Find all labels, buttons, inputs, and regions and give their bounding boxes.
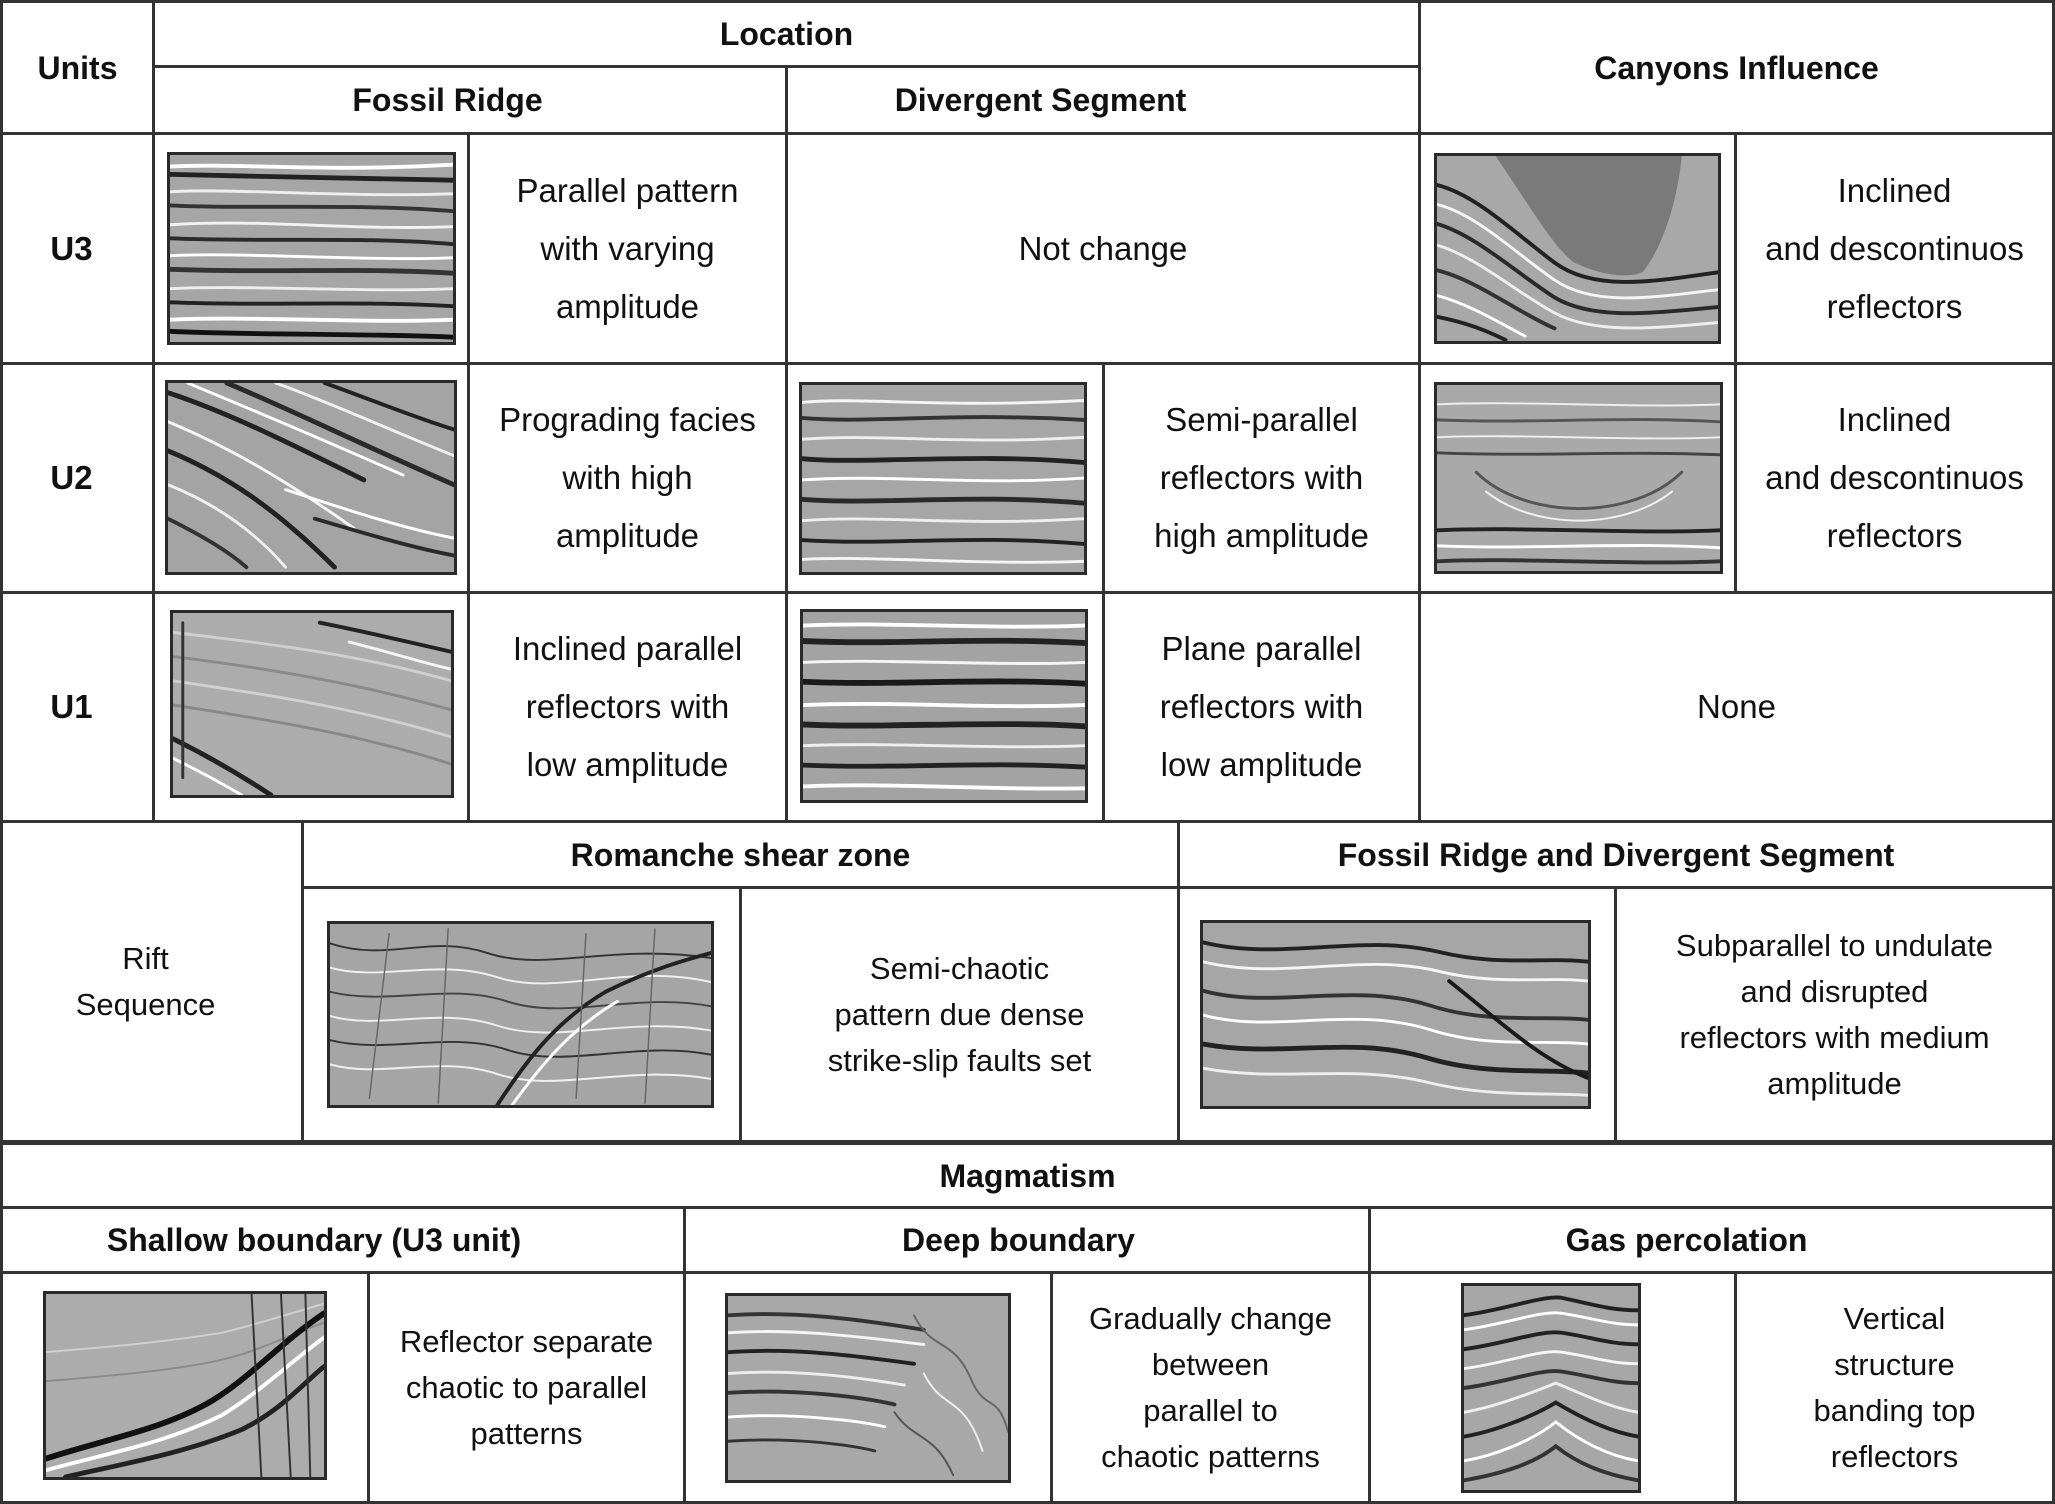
fossil-ridge-divergent-header: Fossil Ridge and Divergent Segment — [1337, 836, 1895, 873]
seismic-image-romanche-shear-zone — [327, 921, 714, 1108]
grid-line — [0, 362, 2055, 365]
grid-line — [1177, 820, 1180, 1140]
u3-divergent-segment-description: Not change — [1018, 229, 1188, 267]
u3-fossil-ridge-description: Parallel pattern with varying amplitude — [516, 171, 739, 325]
gas-percolation-header: Gas percolation — [1565, 1222, 1808, 1258]
grid-line — [0, 132, 2055, 135]
grid-line — [739, 886, 742, 1140]
grid-line — [1050, 1271, 1053, 1504]
seismic-image-deep-boundary — [725, 1293, 1011, 1483]
u1-canyons-description: None — [1697, 688, 1776, 725]
fossil-ridge-divergent-description: Subparallel to undulate and disrupted re… — [1675, 927, 1994, 1101]
grid-line — [0, 1206, 2055, 1209]
shallow-boundary-description: Reflector separate chaotic to parallel p… — [399, 1323, 654, 1451]
u1-fossil-ridge-description: Inclined parallel reflectors with low am… — [512, 630, 743, 783]
unit-label-u2: U2 — [50, 459, 93, 496]
unit-label-u3: U3 — [50, 229, 93, 267]
grid-line — [683, 1206, 686, 1504]
fossil-ridge-header: Fossil Ridge — [352, 82, 543, 118]
seismic-image-u3-fossil-ridge — [167, 152, 456, 345]
rift-sequence-label: Rift Sequence — [75, 940, 216, 1022]
units-header: Units — [37, 49, 118, 86]
u1-divergent-segment-description: Plane parallel reflectors with low ampli… — [1159, 630, 1364, 783]
grid-line — [1368, 1206, 1371, 1504]
grid-line — [1734, 132, 1737, 591]
canyons-influence-header: Canyons Influence — [1594, 49, 1879, 86]
romanche-shear-zone-header: Romanche shear zone — [570, 836, 911, 873]
divergent-segment-header: Divergent Segment — [894, 82, 1187, 118]
seismic-image-u1-fossil-ridge — [170, 610, 454, 798]
seismic-image-u2-fossil-ridge — [165, 380, 457, 575]
grid-line — [0, 1140, 2055, 1145]
gas-percolation-description: Vertical structure banding top reflector… — [1813, 1300, 1976, 1474]
grid-line — [152, 0, 155, 820]
deep-boundary-header: Deep boundary — [902, 1222, 1135, 1258]
grid-line — [1418, 0, 1421, 820]
romanche-shear-zone-description: Semi-chaotic pattern due dense strike-sl… — [827, 950, 1092, 1078]
seismic-image-gas-percolation — [1461, 1283, 1641, 1493]
grid-line — [0, 820, 2055, 823]
grid-line — [367, 1271, 370, 1504]
seismic-image-u2-divergent-segment — [799, 382, 1087, 575]
u3-canyons-description: Inclined and descontinuos reflectors — [1765, 171, 2024, 325]
grid-line — [0, 591, 2055, 594]
seismic-image-u1-divergent-segment — [800, 609, 1088, 803]
grid-line — [1102, 362, 1105, 820]
seismic-image-shallow-boundary — [43, 1291, 327, 1480]
grid-line — [1734, 1271, 1737, 1504]
seismic-image-fossil-ridge-divergent — [1200, 920, 1591, 1109]
u2-fossil-ridge-description: Prograding facies with high amplitude — [499, 401, 756, 554]
u2-divergent-segment-description: Semi-parallel reflectors with high ampli… — [1154, 401, 1369, 554]
grid-line — [0, 0, 3, 1504]
grid-line — [2052, 0, 2055, 1504]
shallow-boundary-header: Shallow boundary (U3 unit) — [106, 1222, 522, 1258]
u2-canyons-description: Inclined and descontinuos reflectors — [1765, 401, 2024, 554]
grid-line — [785, 65, 788, 820]
magmatism-header: Magmatism — [939, 1157, 1116, 1194]
grid-line — [467, 132, 470, 820]
grid-line — [1614, 886, 1617, 1140]
grid-line — [0, 0, 2055, 3]
grid-line — [0, 1501, 2055, 1504]
grid-line — [0, 1271, 2055, 1274]
seismic-image-u2-canyons — [1434, 382, 1723, 574]
unit-label-u1: U1 — [50, 688, 93, 725]
deep-boundary-description: Gradually change between parallel to cha… — [1089, 1300, 1332, 1474]
location-header: Location — [719, 16, 854, 52]
seismic-image-u3-canyons — [1434, 153, 1721, 344]
grid-line — [301, 820, 304, 1140]
